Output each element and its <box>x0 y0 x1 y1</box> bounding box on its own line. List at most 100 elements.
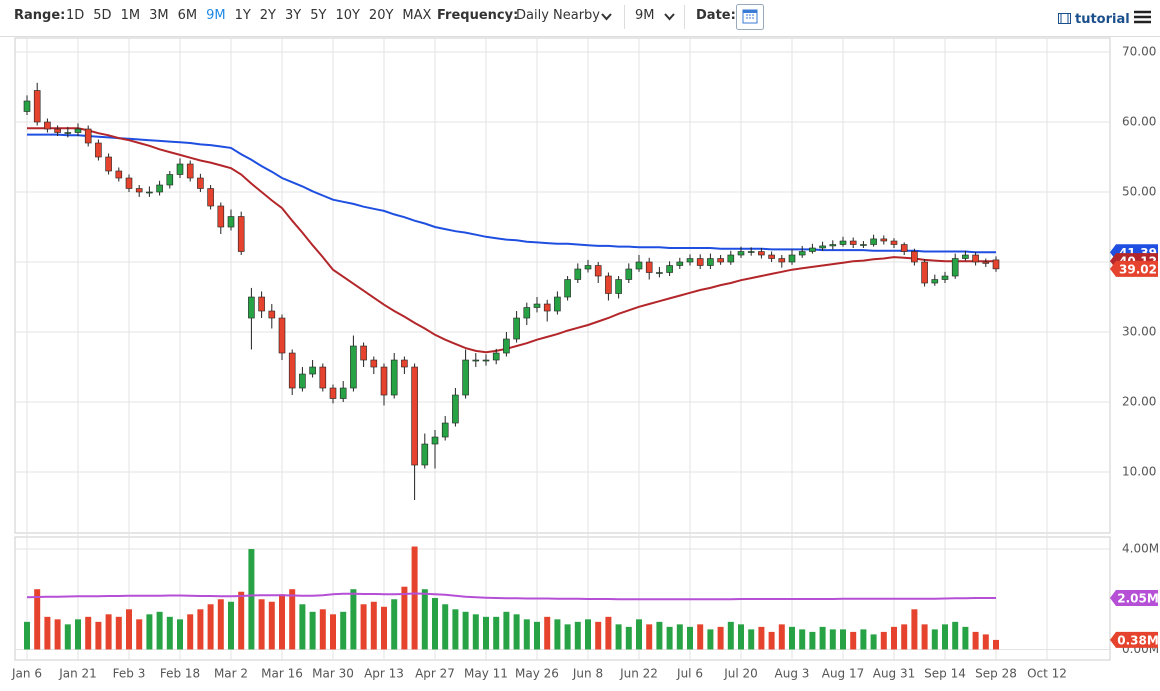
candle-body <box>503 338 510 354</box>
volume-bar <box>901 624 908 650</box>
candle-body <box>258 296 265 312</box>
candle-body <box>125 177 133 189</box>
x-tick-label: Jun 22 <box>619 667 658 681</box>
candle-body <box>860 244 867 246</box>
range-button[interactable]: MAX <box>402 8 432 23</box>
volume-bar <box>85 616 92 650</box>
candle-body <box>452 394 459 424</box>
volume-bar <box>299 604 306 650</box>
range-button[interactable]: 1Y <box>234 8 251 23</box>
range-button[interactable]: 3M <box>149 8 169 23</box>
candle-body <box>268 310 276 319</box>
candle-body <box>441 422 449 438</box>
candle-body <box>105 156 112 172</box>
range-label: Range: <box>14 8 66 23</box>
x-tick-label: Feb 18 <box>160 667 200 681</box>
range-button[interactable]: 10Y <box>335 8 360 23</box>
last-price-flag <box>1110 260 1158 277</box>
candle-body <box>645 261 653 273</box>
volume-bar <box>513 614 520 650</box>
volume-bar <box>931 629 938 650</box>
candle-body <box>482 359 490 362</box>
range-button[interactable]: 9M <box>206 8 226 23</box>
volume-bar <box>768 631 775 650</box>
candle-body <box>972 254 979 263</box>
x-tick-label: Mar 30 <box>312 667 354 681</box>
frequency-select[interactable]: Daily Nearby <box>516 8 601 23</box>
candle-body <box>390 359 398 396</box>
candle-body <box>370 359 378 368</box>
candle-body <box>207 188 214 207</box>
candle-body <box>747 251 755 253</box>
average-flag <box>1110 244 1158 261</box>
volume-bar <box>54 619 61 650</box>
volume-bar <box>523 619 530 650</box>
candle-body <box>492 352 500 361</box>
range-button[interactable]: 20Y <box>368 8 394 23</box>
candle-body <box>686 258 694 263</box>
moving-average <box>27 133 997 254</box>
candle-body <box>768 254 775 259</box>
candle-body <box>44 121 51 130</box>
volume-bar <box>207 604 214 650</box>
candle-body <box>564 279 571 298</box>
period-select[interactable]: 9M <box>635 8 655 23</box>
x-tick-label: Apr 13 <box>364 667 404 681</box>
candle-body <box>23 100 31 112</box>
candle-body <box>656 272 663 274</box>
candle-body <box>288 352 296 389</box>
range-button[interactable]: 2Y <box>259 8 276 23</box>
range-button[interactable]: 1M <box>120 8 141 23</box>
volume-bar <box>952 621 959 650</box>
x-tick-label: Sep 14 <box>924 667 966 681</box>
range-button[interactable]: 5Y <box>310 8 327 23</box>
x-tick-label: Aug 3 <box>775 667 810 681</box>
volume-bar <box>595 621 602 650</box>
volume-bar <box>166 616 173 650</box>
chevron <box>601 13 612 21</box>
volume-bar <box>829 629 836 650</box>
candle-body <box>543 303 551 312</box>
range-button[interactable]: 3Y <box>285 8 302 23</box>
candle-body <box>635 261 643 270</box>
x-tick-label: Mar 16 <box>261 667 303 681</box>
x-tick-label: Feb 3 <box>113 667 146 681</box>
menu-button[interactable] <box>1134 10 1151 24</box>
volume-bar <box>279 594 285 650</box>
volume-bar <box>880 631 887 650</box>
candle-body <box>819 245 826 249</box>
range-button[interactable]: 1D <box>66 8 85 23</box>
candle-body <box>931 279 939 284</box>
candle-body <box>798 251 806 256</box>
y-tick-label: 50.00 <box>1122 185 1156 199</box>
volume-bar <box>605 616 612 650</box>
candle-body <box>431 436 439 445</box>
tutorial-link[interactable]: tutorial <box>1075 12 1130 27</box>
volume-bar <box>554 619 561 650</box>
volume-bar <box>809 631 816 650</box>
candle-body <box>339 387 347 399</box>
volume-bar <box>574 621 581 650</box>
volume-bar <box>370 601 377 650</box>
volume-tick-label: 4.00M <box>1122 542 1159 556</box>
candle-body <box>615 279 622 294</box>
volume-bar <box>921 624 928 650</box>
y-tick-label: 70.00 <box>1122 45 1156 59</box>
candle-body <box>472 359 480 362</box>
range-button[interactable]: 6M <box>177 8 198 23</box>
volume-bar <box>748 629 755 650</box>
volume-bar <box>717 626 724 650</box>
volume-bar <box>350 589 357 650</box>
volume-bar <box>187 614 194 650</box>
volume-bar <box>391 599 398 650</box>
candle-body <box>849 240 857 245</box>
candle-body <box>197 177 204 189</box>
volume-bar <box>942 624 948 650</box>
range-button[interactable]: 5D <box>93 8 112 23</box>
x-tick-label: Aug 17 <box>822 667 865 681</box>
volume-average <box>26 592 996 601</box>
volume-panel <box>14 536 1111 661</box>
candle-body <box>95 142 102 158</box>
calendar-button[interactable] <box>736 4 764 30</box>
candle-body <box>880 238 888 242</box>
